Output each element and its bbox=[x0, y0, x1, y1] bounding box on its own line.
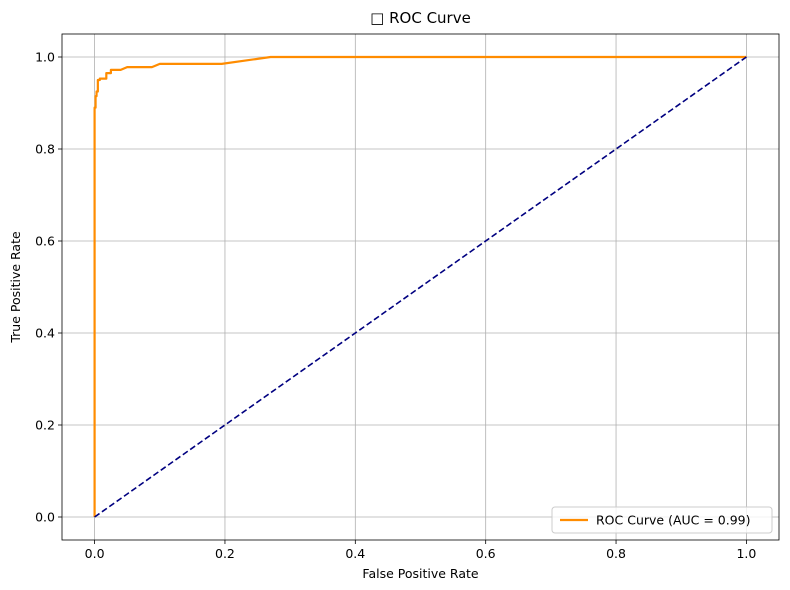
x-tick-label: 0.0 bbox=[85, 546, 105, 561]
x-tick-label: 0.2 bbox=[215, 546, 235, 561]
x-tick-label: 0.4 bbox=[345, 546, 365, 561]
legend-box bbox=[551, 506, 773, 534]
axes-frame bbox=[61, 33, 780, 541]
legend: ROC Curve (AUC = 0.99) bbox=[551, 506, 773, 534]
chart-title: □ ROC Curve bbox=[370, 9, 471, 27]
series-layer bbox=[93, 55, 747, 518]
x-tick-label: 0.8 bbox=[606, 546, 626, 561]
y-tick-label: 0.2 bbox=[35, 418, 55, 433]
legend-entry-roc: ROC Curve (AUC = 0.99) bbox=[596, 513, 751, 528]
y-tick-label: 0.6 bbox=[35, 234, 55, 249]
grid bbox=[62, 34, 779, 540]
x-tick-label: 0.6 bbox=[476, 546, 496, 561]
x-axis-label: False Positive Rate bbox=[362, 566, 478, 581]
y-tick-label: 0.0 bbox=[35, 510, 55, 525]
x-tick-label: 1.0 bbox=[736, 546, 756, 561]
diagonal-reference-line bbox=[94, 56, 747, 518]
y-tick-label: 1.0 bbox=[35, 50, 55, 65]
y-axis-label: True Positive Rate bbox=[8, 231, 23, 344]
ticks: 0.0 0.2 0.4 0.6 0.8 1.0 0.0 0.2 0.4 0.6 0.8 1.0 bbox=[35, 50, 756, 562]
y-tick-label: 0.8 bbox=[35, 142, 55, 157]
roc-curve-line bbox=[93, 55, 747, 517]
y-tick-label: 0.4 bbox=[35, 326, 55, 341]
